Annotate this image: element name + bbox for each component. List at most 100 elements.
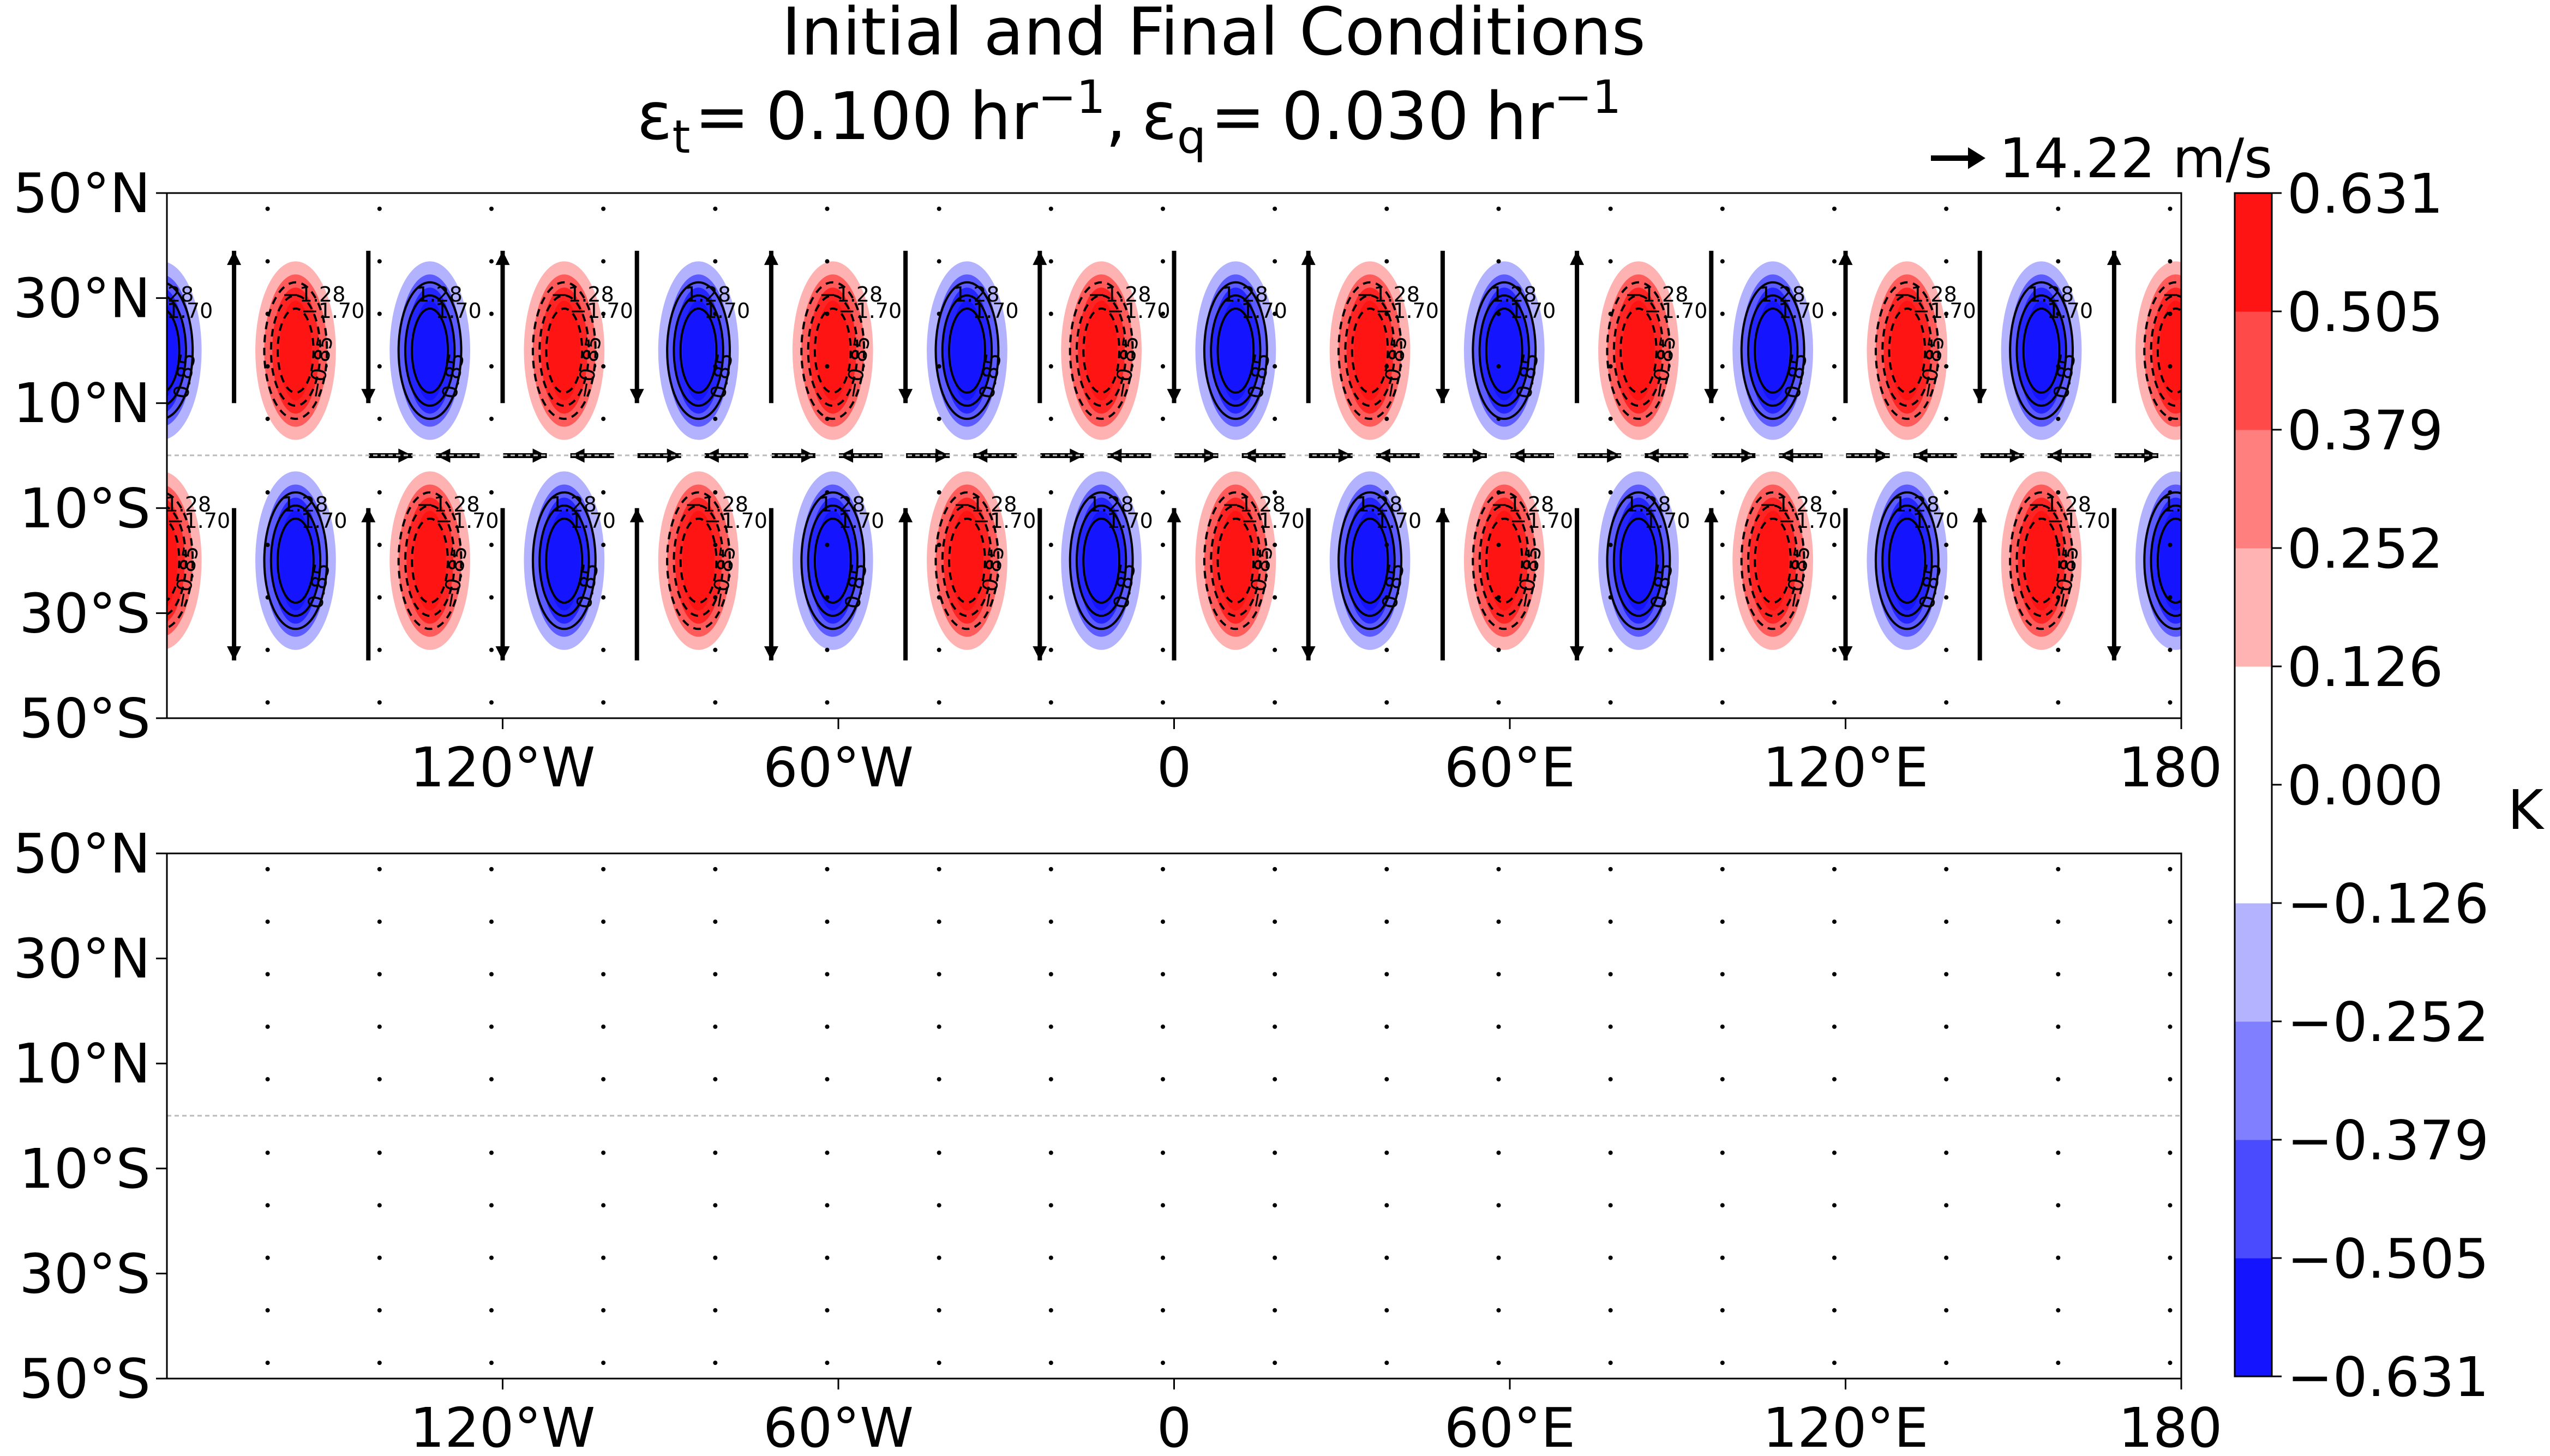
x-tick-label: 60°E	[1444, 1396, 1575, 1456]
contour-label: 1.28	[2028, 282, 2074, 306]
wind-dot	[1944, 311, 1949, 316]
wind-dot	[1384, 700, 1389, 705]
contour-line	[1754, 518, 1792, 604]
contour-line	[1210, 504, 1262, 617]
wind-dot	[1832, 1150, 1837, 1155]
colorbar-segment	[2235, 1140, 2272, 1259]
wind-dot	[1720, 867, 1725, 871]
contour-line	[1076, 504, 1127, 617]
warm-anomaly	[413, 510, 446, 611]
contour-line	[2015, 504, 2067, 617]
wind-arrowhead	[1704, 508, 1719, 522]
wind-dot	[825, 1361, 830, 1365]
wind-dot	[1832, 259, 1837, 264]
contour-line	[1606, 491, 1671, 630]
contour-line	[167, 296, 187, 406]
contour-label: 1.70	[1510, 299, 1556, 323]
wind-dot	[1048, 1024, 1053, 1029]
wind-dot	[601, 972, 606, 977]
wind-dot	[489, 1361, 494, 1365]
wind-dot	[489, 259, 494, 264]
wind-dot	[1048, 206, 1053, 211]
wind-dot	[377, 490, 382, 495]
contour-line	[167, 492, 194, 629]
wind-dot	[1273, 595, 1277, 600]
wind-dot	[713, 259, 718, 264]
contour-line	[1069, 281, 1134, 420]
contour-line	[1881, 504, 1933, 617]
wind-dot	[377, 972, 382, 977]
wind-dot	[713, 543, 718, 547]
wind-dot	[825, 867, 830, 871]
contour-line	[1754, 307, 1792, 394]
contour-line	[1888, 307, 1927, 394]
colorbar-tick-label: −0.379	[2287, 1109, 2489, 1172]
y-tick-label: 30°N	[13, 927, 151, 991]
contour-line	[2022, 518, 2061, 604]
wind-dot	[1384, 206, 1389, 211]
contour-label: −1.28	[1625, 282, 1688, 306]
wind-dot	[1608, 647, 1613, 652]
wind-dot	[937, 1150, 941, 1155]
warm-anomaly	[1891, 300, 1923, 401]
contour-label: 1.28	[1759, 282, 1805, 306]
contour-label: −1.28	[953, 492, 1017, 516]
wind-dot	[1832, 595, 1837, 600]
wind-dot	[1384, 595, 1389, 600]
wind-dot	[1608, 1077, 1613, 1082]
contour-line	[1881, 294, 1933, 407]
wind-dot	[1608, 543, 1613, 547]
wind-dot	[937, 700, 941, 705]
contour-label: −1.70	[1912, 299, 1976, 323]
contour-label: 1.70	[1376, 509, 1422, 533]
x-tick-label: 60°W	[763, 736, 914, 799]
wind-dot	[825, 259, 830, 264]
wind-dot	[601, 1361, 606, 1365]
chart-subtitle: εt= 0.100 hr−1, εq= 0.030 hr−1	[637, 70, 1622, 164]
wind-dot	[1496, 972, 1501, 977]
contour-label: 1.28	[1222, 282, 1268, 306]
wind-dot	[1048, 1150, 1053, 1155]
contour-line	[545, 518, 584, 604]
wind-dot	[601, 311, 606, 316]
contour-line	[2022, 307, 2061, 394]
wind-dot	[1832, 206, 1837, 211]
wind-dot	[1608, 1308, 1613, 1313]
contour-label: −1.70	[1376, 299, 1439, 323]
wind-dot	[1160, 1255, 1165, 1260]
wind-dot	[1496, 1024, 1501, 1029]
wind-dot	[1496, 206, 1501, 211]
contour-line	[934, 281, 1000, 420]
contour-label: −1.70	[1107, 299, 1170, 323]
wind-dot	[937, 490, 941, 495]
wind-dot	[1048, 867, 1053, 871]
wind-dot	[601, 1255, 606, 1260]
contour-label: 1.70	[838, 509, 885, 533]
contour-line	[679, 518, 718, 604]
wind-dot	[937, 647, 941, 652]
warm-anomaly	[1756, 510, 1789, 611]
wind-dot	[937, 417, 941, 422]
wind-arrowhead	[361, 508, 376, 522]
wind-dot	[937, 1024, 941, 1029]
wind-dot	[1720, 1024, 1725, 1029]
wind-dot	[937, 259, 941, 264]
wind-dot	[1273, 1024, 1277, 1029]
wind-dot	[377, 364, 382, 369]
wind-dot	[377, 311, 382, 316]
wind-dot	[1608, 972, 1613, 977]
wind-dot	[2056, 919, 2061, 924]
wind-dot	[489, 972, 494, 977]
wind-dot	[2056, 1077, 2061, 1082]
wind-dot	[1048, 647, 1053, 652]
wind-arrowhead	[935, 448, 950, 463]
contour-label: 1.70	[435, 299, 482, 323]
wind-dot	[2168, 647, 2173, 652]
wind-dot	[1496, 311, 1501, 316]
wind-dot	[489, 647, 494, 652]
cold-anomaly	[2159, 510, 2181, 611]
wind-dot	[713, 1150, 718, 1155]
contour-line	[2009, 281, 2074, 420]
wind-dot	[937, 364, 941, 369]
